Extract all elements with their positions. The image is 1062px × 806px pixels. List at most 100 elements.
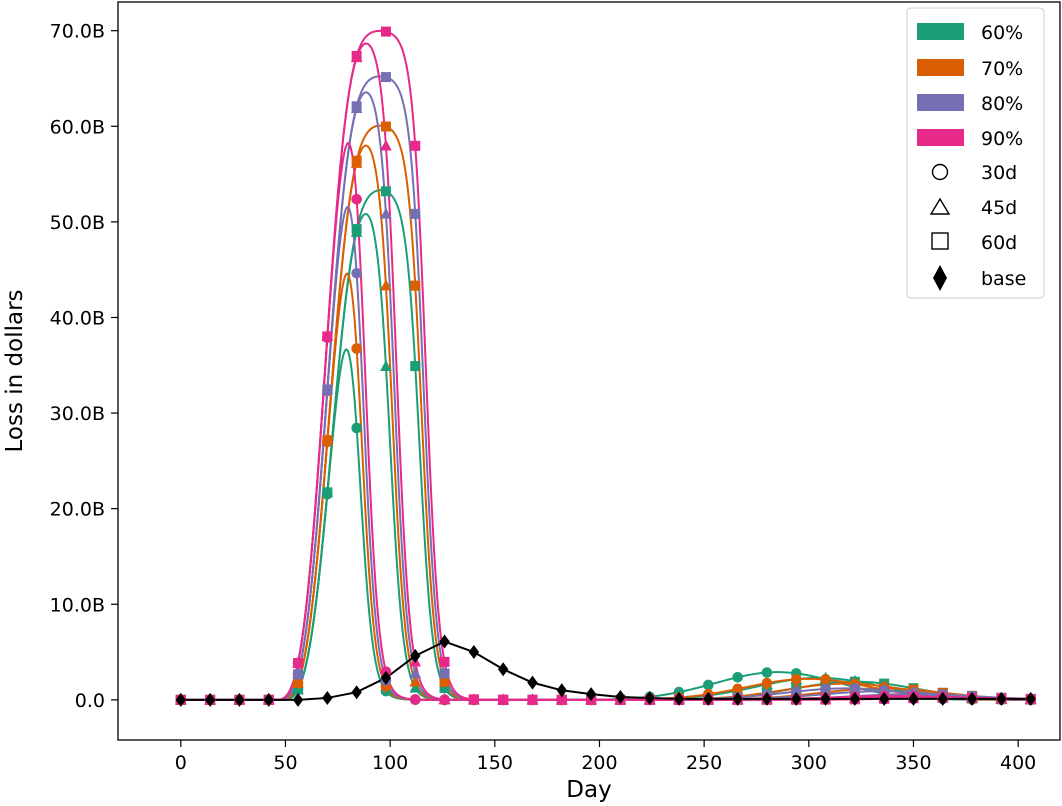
data-point-base — [644, 690, 655, 705]
data-point-80-60d — [322, 384, 333, 395]
data-point-80-45d — [409, 667, 422, 679]
data-point-base — [849, 691, 861, 706]
y-tick-label: 40.0B — [50, 307, 105, 329]
legend-label-70: 70% — [981, 58, 1023, 80]
legend-triangle-icon — [929, 197, 951, 215]
data-point-90-60d — [468, 694, 479, 705]
y-tick-label: 30.0B — [50, 403, 105, 425]
data-point-80-60d — [351, 101, 362, 112]
data-point-90-30d — [351, 193, 362, 205]
data-point-70-60d — [322, 435, 333, 446]
data-point-70-60d — [293, 677, 304, 688]
data-point-base — [322, 690, 333, 705]
series-line-80-30d — [180, 205, 1031, 701]
data-point-90-60d — [351, 50, 362, 61]
data-point-60-60d — [351, 224, 362, 235]
series-line-60-30d — [180, 348, 1031, 701]
legend-swatch-90 — [917, 129, 964, 146]
y-tick-label: 50.0B — [50, 212, 105, 234]
data-point-60-30d — [703, 679, 714, 691]
plot-frame — [117, 1, 1061, 741]
series-line-90-60d — [180, 29, 1031, 701]
data-point-base — [263, 692, 274, 707]
legend: 60% 70% 80% 90% 30d 45d 60d base — [906, 7, 1045, 299]
y-axis-title: Loss in dollars — [2, 289, 28, 452]
data-point-60-30d — [732, 671, 743, 683]
data-point-base — [351, 685, 362, 700]
y-tick-label: 20.0B — [50, 499, 105, 521]
x-tick-label: 150 — [477, 752, 513, 774]
data-point-base — [673, 691, 685, 706]
series-line-60-60d — [180, 189, 1031, 701]
data-point-90-45d — [380, 139, 392, 151]
legend-label-45d: 45d — [981, 197, 1017, 219]
data-point-80-45d — [380, 207, 392, 219]
data-point-base — [820, 691, 831, 706]
data-point-70-45d — [380, 279, 392, 291]
data-point-base — [996, 691, 1007, 706]
x-tick-label: 200 — [581, 752, 617, 774]
data-point-80-60d — [439, 668, 450, 679]
data-point-60-60d — [322, 487, 333, 498]
legend-label-80: 80% — [981, 93, 1023, 115]
legend-label-60: 60% — [981, 22, 1023, 44]
data-point-80-60d — [293, 669, 304, 680]
data-point-90-60d — [322, 331, 333, 342]
data-point-base — [761, 691, 773, 706]
y-tick-label: 70.0B — [50, 21, 105, 43]
data-point-60-45d — [409, 681, 422, 693]
data-point-60-60d — [293, 684, 304, 695]
series-markers — [175, 26, 1037, 707]
x-axis: 0 50 100 150 200 250 300 350 400 — [175, 740, 1036, 774]
series-line-90-45d — [180, 42, 1031, 701]
data-point-base — [585, 687, 597, 702]
data-point-80-60d — [410, 208, 421, 219]
data-point-base — [732, 691, 743, 706]
legend-diamond-icon — [933, 265, 947, 291]
data-point-90-60d — [556, 694, 567, 705]
legend-box — [906, 7, 1045, 299]
legend-swatch-60 — [917, 23, 964, 40]
data-point-base — [292, 692, 304, 707]
y-axis: 0.0 10.0B 20.0B 30.0B 40.0B 50.0B 60.0B 70.0B — [50, 21, 118, 712]
data-point-90-60d — [410, 140, 421, 151]
y-tick-label: 10.0B — [50, 594, 105, 616]
data-point-70-45d — [409, 675, 422, 687]
data-point-60-30d — [761, 667, 773, 678]
data-point-70-30d — [790, 673, 802, 685]
legend-label-base: base — [981, 268, 1026, 290]
series-line-60-45d — [180, 212, 1031, 701]
data-point-60-60d — [410, 361, 421, 372]
legend-label-30d: 30d — [981, 162, 1017, 184]
data-point-base — [497, 662, 509, 677]
data-point-base — [204, 692, 216, 707]
data-point-90-60d — [293, 658, 304, 669]
data-point-base — [439, 634, 450, 649]
data-point-60-30d — [351, 422, 362, 434]
data-point-80-30d — [351, 267, 362, 279]
x-axis-title: Day — [566, 777, 611, 803]
data-point-70-60d — [351, 155, 362, 166]
x-tick-label: 350 — [895, 752, 931, 774]
legend-swatch-70 — [917, 59, 964, 76]
x-tick-label: 100 — [372, 752, 408, 774]
legend-circle-icon — [931, 163, 949, 181]
data-point-base — [234, 692, 245, 707]
data-point-base — [1025, 691, 1036, 706]
data-point-base — [380, 670, 392, 685]
data-point-base — [908, 691, 919, 706]
legend-label-60d: 60d — [981, 232, 1017, 254]
data-point-60-60d — [380, 186, 391, 197]
data-point-base — [966, 691, 978, 706]
data-point-base — [878, 691, 890, 706]
data-point-70-60d — [439, 676, 450, 687]
data-point-base — [468, 645, 480, 660]
legend-label-90: 90% — [981, 128, 1023, 150]
legend-square-icon — [931, 232, 949, 250]
legend-swatch-80 — [917, 94, 964, 111]
data-point-90-60d — [527, 694, 538, 705]
x-tick-label: 50 — [273, 752, 297, 774]
data-point-base — [615, 689, 626, 704]
x-tick-label: 250 — [686, 752, 722, 774]
x-tick-label: 0 — [175, 752, 187, 774]
